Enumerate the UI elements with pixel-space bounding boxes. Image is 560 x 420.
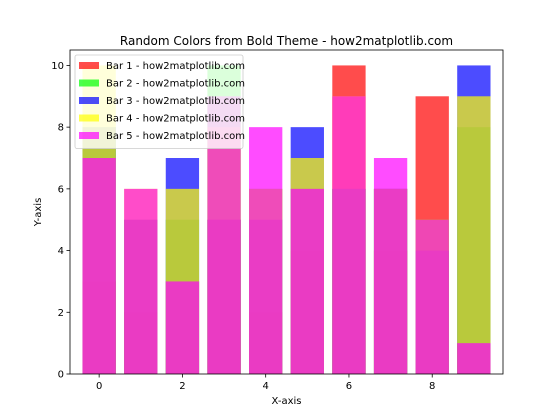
bar-s5-x7 <box>373 158 408 374</box>
legend-label-5: Bar 5 - how2matplotlib.com <box>106 131 245 142</box>
plot-area-frame <box>69 49 504 375</box>
legend-label-4: Bar 4 - how2matplotlib.com <box>106 114 245 125</box>
x-tick-label: 4 <box>262 381 268 392</box>
y-tick-label: 0 <box>58 370 64 381</box>
legend-swatch-1 <box>79 62 99 69</box>
ticks-layer: 0 2 4 6 8 0 2 4 6 8 10 <box>51 61 435 392</box>
bar-s5-x6 <box>332 96 366 375</box>
bar-s4-x9 <box>457 96 491 375</box>
legend-label-1: Bar 1 - how2matplotlib.com <box>106 61 245 72</box>
bar-s5-x9 <box>457 343 491 374</box>
legend-swatch-3 <box>79 97 99 104</box>
x-tick-label: 0 <box>96 381 102 392</box>
y-tick-label: 8 <box>58 123 64 134</box>
x-tick-label: 2 <box>179 381 185 392</box>
bar-s5-x2 <box>165 281 200 374</box>
bar-s5-x8 <box>415 219 449 374</box>
bar-s5-x0 <box>82 158 116 374</box>
y-tick-label: 4 <box>58 246 64 257</box>
bars-layer <box>82 65 491 375</box>
y-tick-label: 2 <box>58 308 64 319</box>
legend-swatch-5 <box>79 132 99 139</box>
x-tick-label: 6 <box>346 381 352 392</box>
bar-s5-x1 <box>124 188 158 374</box>
y-axis-label: Y-axis <box>33 198 44 228</box>
legend-label-2: Bar 2 - how2matplotlib.com <box>106 79 245 90</box>
legend-label-3: Bar 3 - how2matplotlib.com <box>106 96 245 107</box>
chart-title: Random Colors from Bold Theme - how2matp… <box>120 34 453 48</box>
y-tick-label: 6 <box>58 184 64 195</box>
x-tick-label: 8 <box>429 381 435 392</box>
legend: Bar 1 - how2matplotlib.com Bar 2 - how2ma… <box>74 54 245 149</box>
legend-swatch-4 <box>79 114 99 122</box>
bar-s5-x5 <box>290 188 324 374</box>
y-tick-label: 10 <box>51 61 64 72</box>
legend-swatch-2 <box>79 79 99 87</box>
x-axis-label: X-axis <box>272 396 302 407</box>
legend-box <box>74 54 244 149</box>
bar-s5-x4 <box>249 127 283 375</box>
